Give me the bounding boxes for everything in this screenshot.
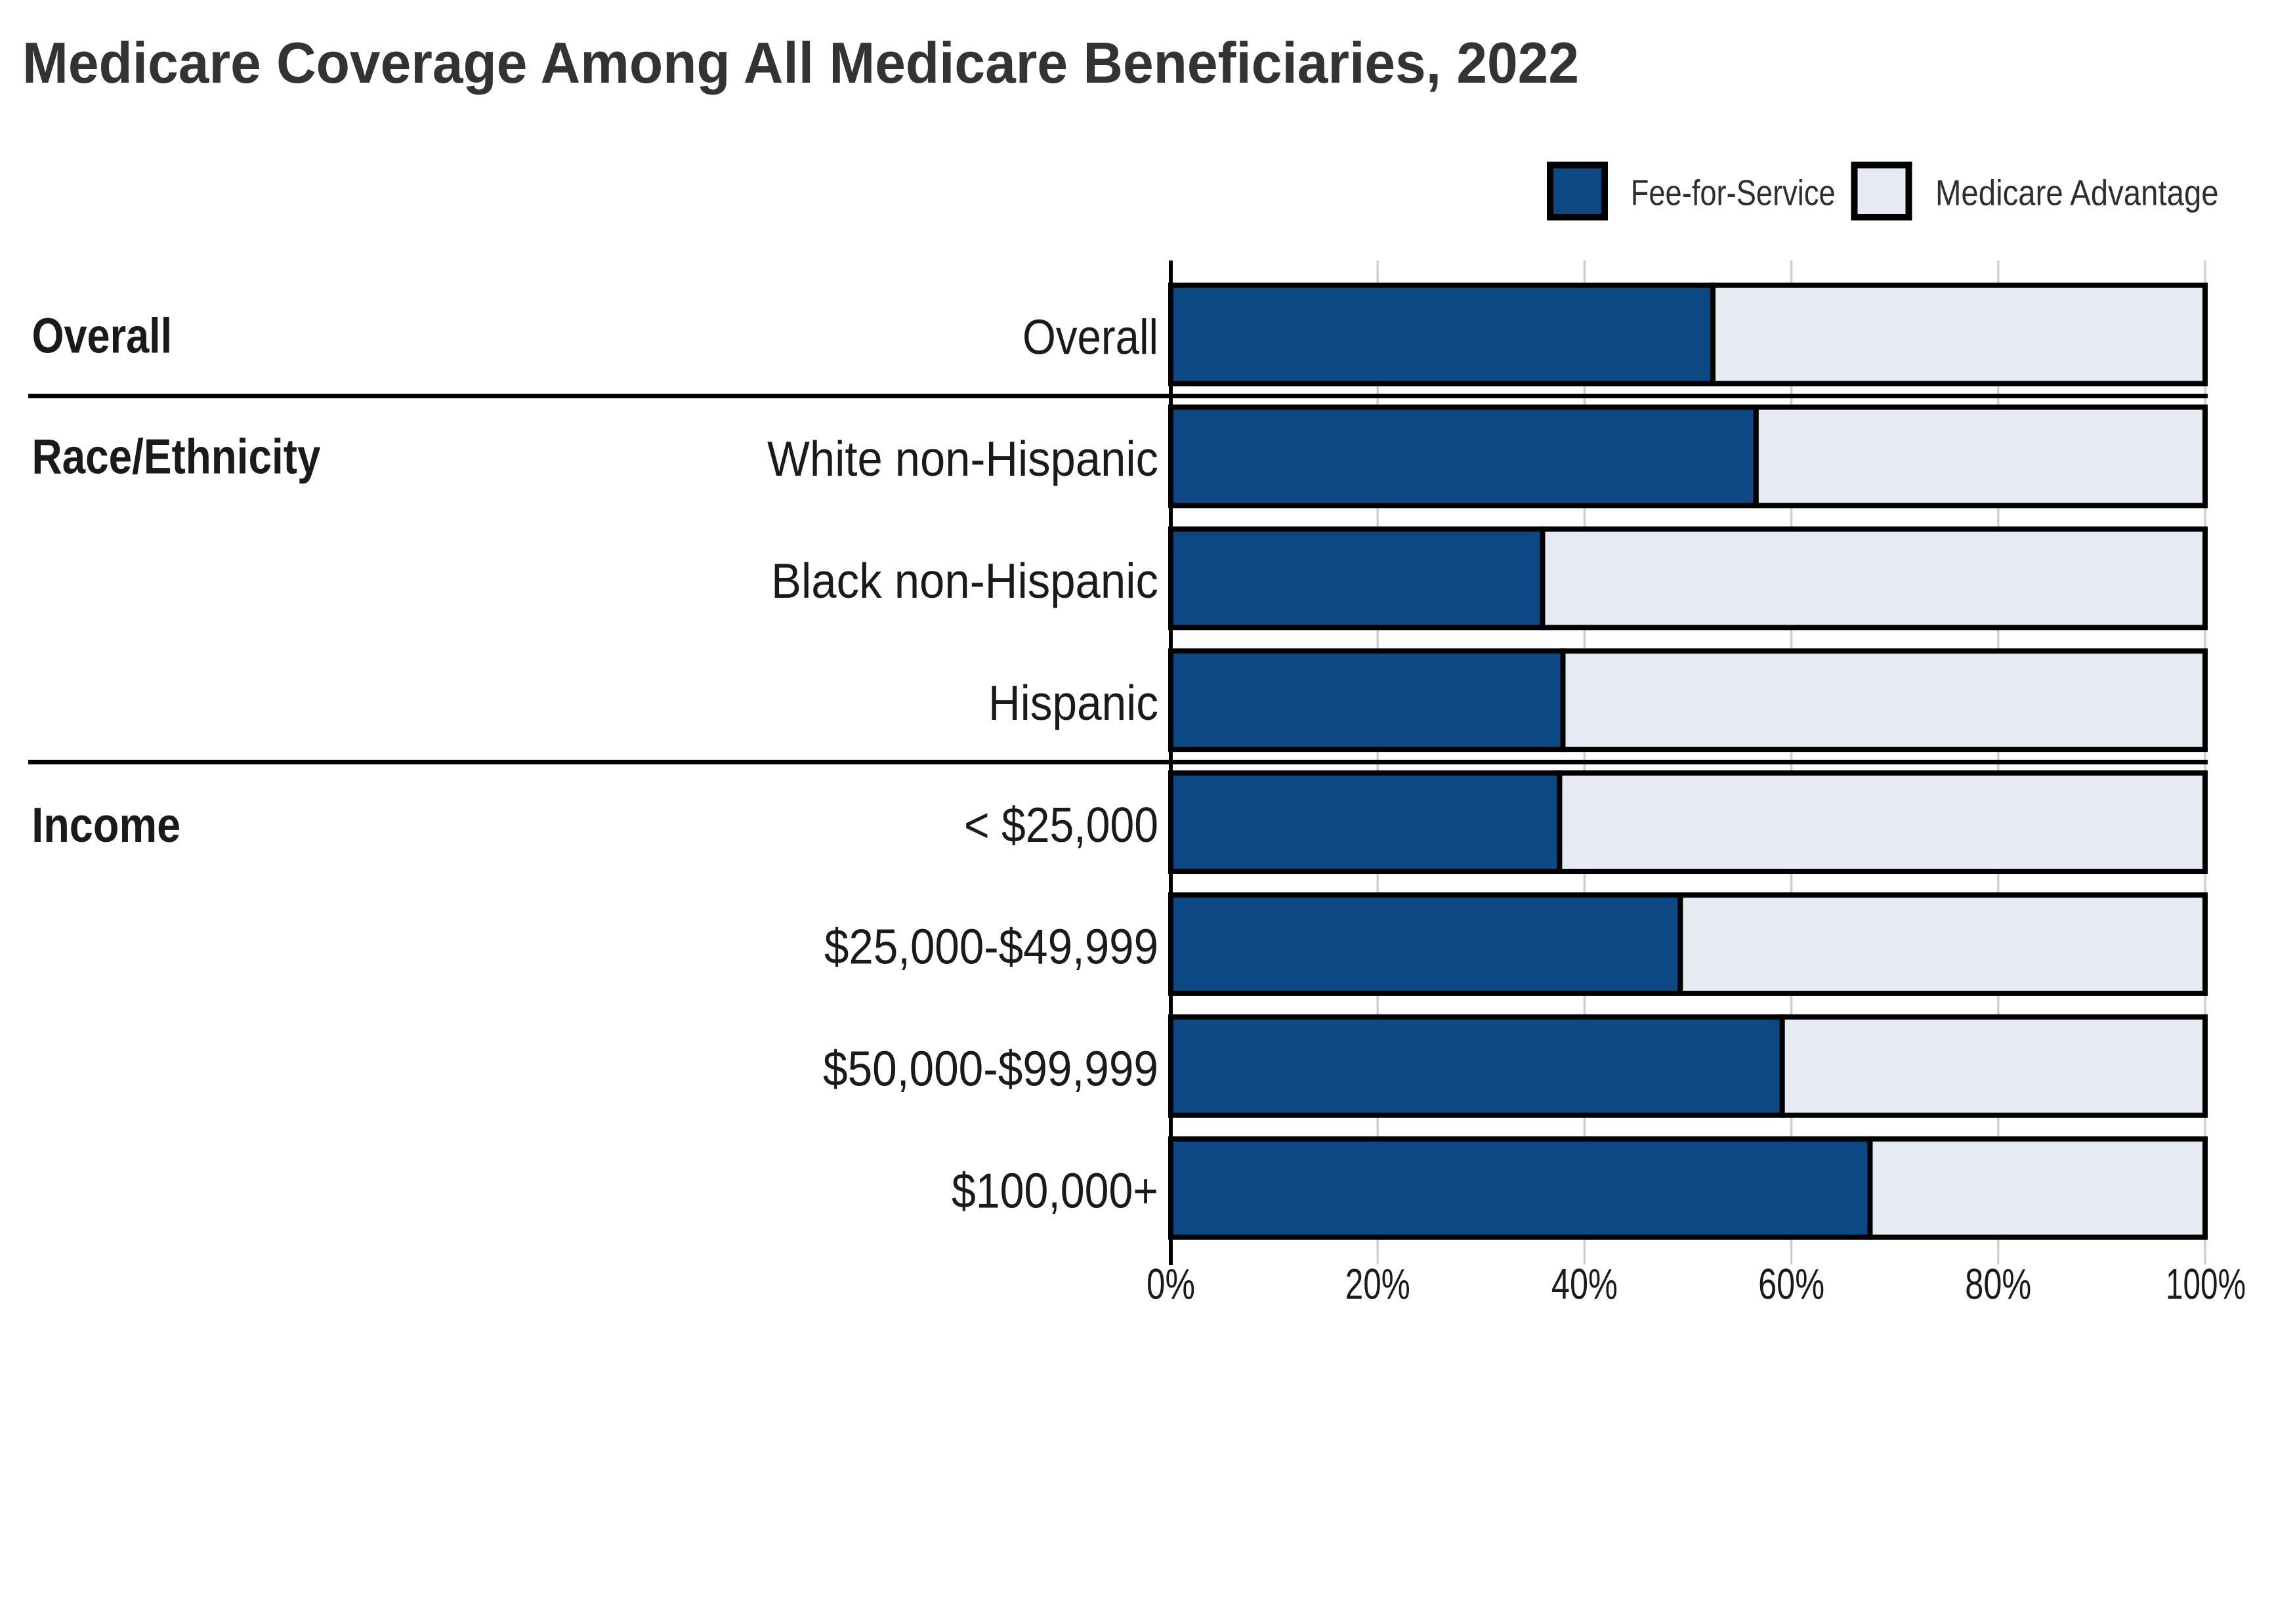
svg-text:< $25,000: < $25,000 — [964, 797, 1158, 852]
svg-text:Black non-Hispanic: Black non-Hispanic — [771, 553, 1158, 608]
svg-text:Race/Ethnicity: Race/Ethnicity — [32, 429, 321, 484]
svg-text:Medicare Coverage Among All Me: Medicare Coverage Among All Medicare Ben… — [22, 30, 1579, 95]
svg-text:0%: 0% — [1147, 1259, 1195, 1308]
svg-text:Overall: Overall — [1022, 309, 1158, 364]
svg-text:White non-Hispanic: White non-Hispanic — [767, 431, 1158, 486]
svg-text:$25,000-$49,999: $25,000-$49,999 — [824, 919, 1158, 974]
svg-text:Overall: Overall — [32, 308, 173, 363]
svg-text:100%: 100% — [2166, 1259, 2246, 1308]
svg-text:Fee-for-Service: Fee-for-Service — [1631, 172, 1836, 213]
svg-text:40%: 40% — [1551, 1259, 1618, 1308]
svg-text:Income: Income — [32, 797, 180, 852]
svg-text:80%: 80% — [1965, 1259, 2031, 1308]
svg-text:$100,000+: $100,000+ — [952, 1163, 1158, 1218]
svg-text:60%: 60% — [1758, 1259, 1824, 1308]
svg-text:Hispanic: Hispanic — [988, 675, 1158, 730]
svg-text:$50,000-$99,999: $50,000-$99,999 — [823, 1041, 1158, 1096]
svg-text:20%: 20% — [1345, 1259, 1410, 1308]
svg-text:Medicare Advantage: Medicare Advantage — [1935, 172, 2219, 213]
